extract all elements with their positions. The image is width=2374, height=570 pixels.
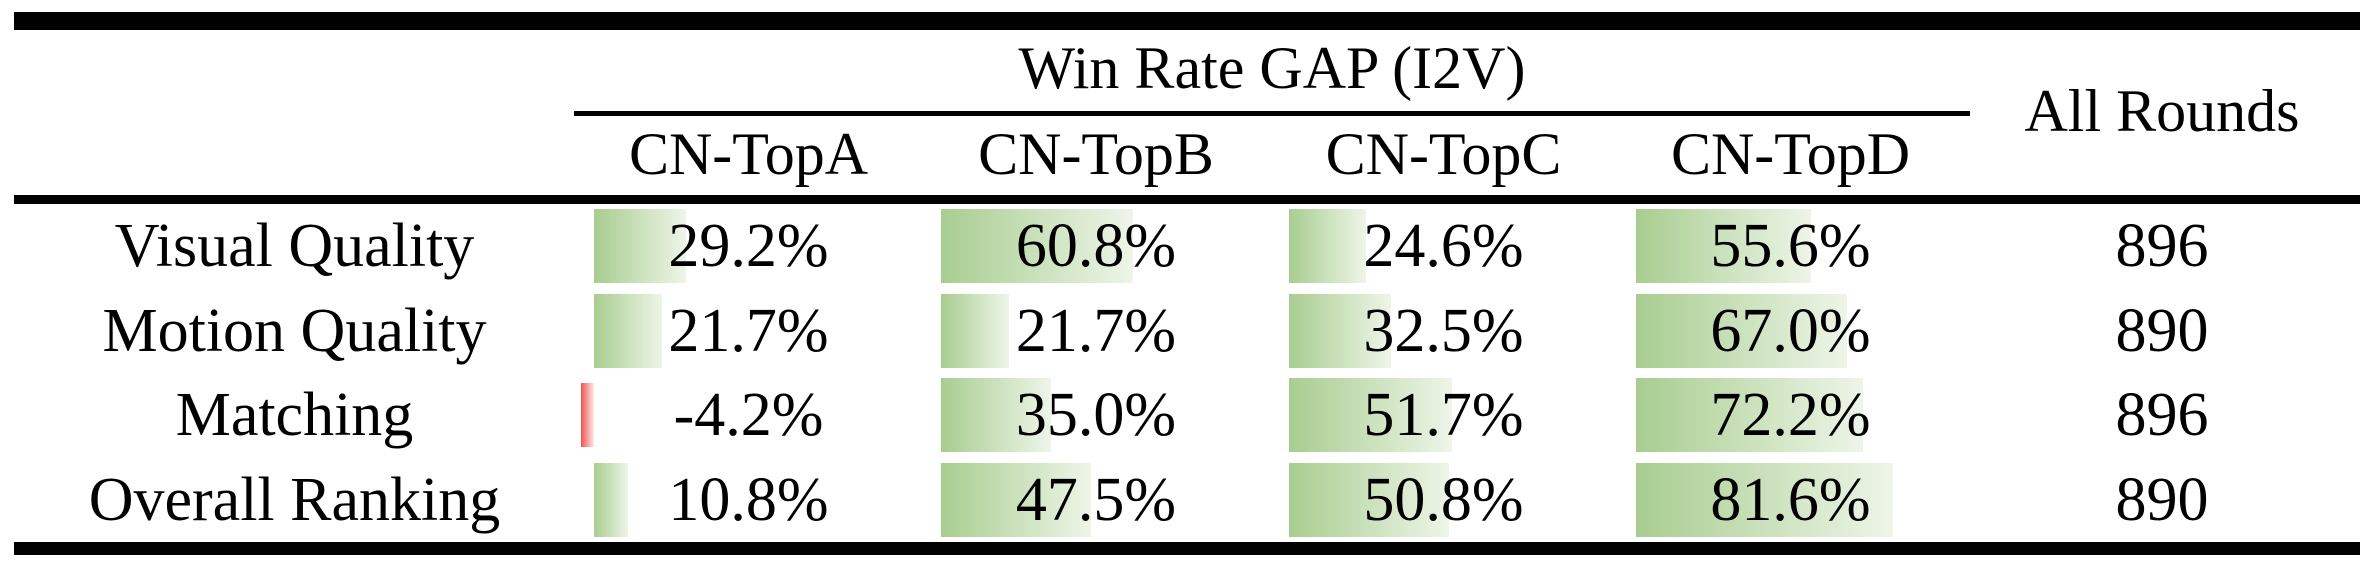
win-rate-value: 67.0% [1710, 296, 1871, 365]
win-rate-bar-positive [1289, 209, 1366, 283]
win-rate-bar-positive [941, 378, 1051, 452]
row-label: Motion Quality [102, 296, 487, 365]
column-header-cn-topa: CN-TopA [628, 121, 869, 187]
win-rate-cell: 72.2% [1617, 373, 1964, 458]
win-rate-bar-positive [1636, 209, 1811, 283]
all-rounds-value: 890 [2115, 465, 2209, 534]
win-rate-value: 72.2% [1710, 381, 1871, 449]
header-rule [14, 195, 2360, 204]
win-rate-bar-positive [1636, 294, 1847, 368]
table-group-title: Win Rate GAP (I2V) [1018, 35, 1526, 101]
win-rate-bar-positive [594, 294, 662, 368]
win-rate-cell: 21.7% [922, 289, 1270, 373]
win-rate-value: 29.2% [668, 212, 829, 280]
win-rate-cell: 81.6% [1617, 458, 1964, 542]
win-rate-value: 35.0% [1015, 381, 1177, 449]
win-rate-value: 60.8% [1015, 212, 1177, 280]
win-rate-bar-positive [941, 294, 1009, 368]
win-rate-value: 10.8% [668, 465, 829, 534]
all-rounds-value: 896 [2115, 212, 2209, 280]
win-rate-cell: 35.0% [922, 373, 1270, 458]
win-rate-value: 51.7% [1363, 381, 1524, 449]
win-rate-cell: 10.8% [575, 458, 922, 542]
win-rate-bar-positive [1636, 463, 1893, 537]
win-rate-bar-negative [581, 383, 594, 447]
top-rule [14, 12, 2360, 30]
win-rate-value: 47.5% [1015, 465, 1177, 534]
win-rate-cell: 67.0% [1617, 289, 1964, 373]
all-rounds-value: 896 [2115, 381, 2209, 449]
win-rate-cell: 60.8% [922, 204, 1270, 289]
win-rate-value: -4.2% [673, 381, 824, 449]
win-rate-bar-positive [594, 463, 628, 537]
win-rate-value: 32.5% [1363, 296, 1524, 365]
win-rate-value: 55.6% [1710, 212, 1871, 280]
win-rate-value: 81.6% [1710, 465, 1871, 534]
win-rate-bar-positive [1289, 294, 1391, 368]
column-header-cn-topc: CN-TopC [1325, 121, 1562, 187]
win-rate-bar-positive [1289, 378, 1452, 452]
row-label: Overall Ranking [88, 465, 501, 534]
all-rounds-value: 890 [2115, 296, 2209, 365]
win-rate-value: 50.8% [1363, 465, 1524, 534]
group-span-rule [574, 111, 1970, 116]
win-rate-bar-positive [941, 463, 1091, 537]
column-header-cn-topb: CN-TopB [978, 121, 1214, 187]
win-rate-cell: 29.2% [575, 204, 922, 289]
win-rate-cell: 51.7% [1270, 373, 1617, 458]
row-label: Visual Quality [114, 212, 475, 280]
win-rate-cell: 55.6% [1617, 204, 1964, 289]
row-label: Matching [175, 381, 414, 449]
win-rate-bar-positive [941, 209, 1133, 283]
bottom-rule [14, 542, 2360, 555]
win-rate-bar-positive [1289, 463, 1449, 537]
win-rate-bar-positive [1636, 378, 1863, 452]
win-rate-cell: 32.5% [1270, 289, 1617, 373]
win-rate-value: 21.7% [1015, 296, 1177, 365]
all-rounds-column-header: All Rounds [2024, 78, 2300, 144]
win-rate-value: 21.7% [668, 296, 829, 365]
win-rate-bar-positive [594, 209, 686, 283]
win-rate-cell: -4.2% [575, 373, 922, 458]
win-rate-cell: 47.5% [922, 458, 1270, 542]
win-rate-cell: 24.6% [1270, 204, 1617, 289]
win-rate-cell: 50.8% [1270, 458, 1617, 542]
win-rate-cell: 21.7% [575, 289, 922, 373]
win-rate-value: 24.6% [1363, 212, 1524, 280]
column-header-cn-topd: CN-TopD [1670, 121, 1911, 187]
